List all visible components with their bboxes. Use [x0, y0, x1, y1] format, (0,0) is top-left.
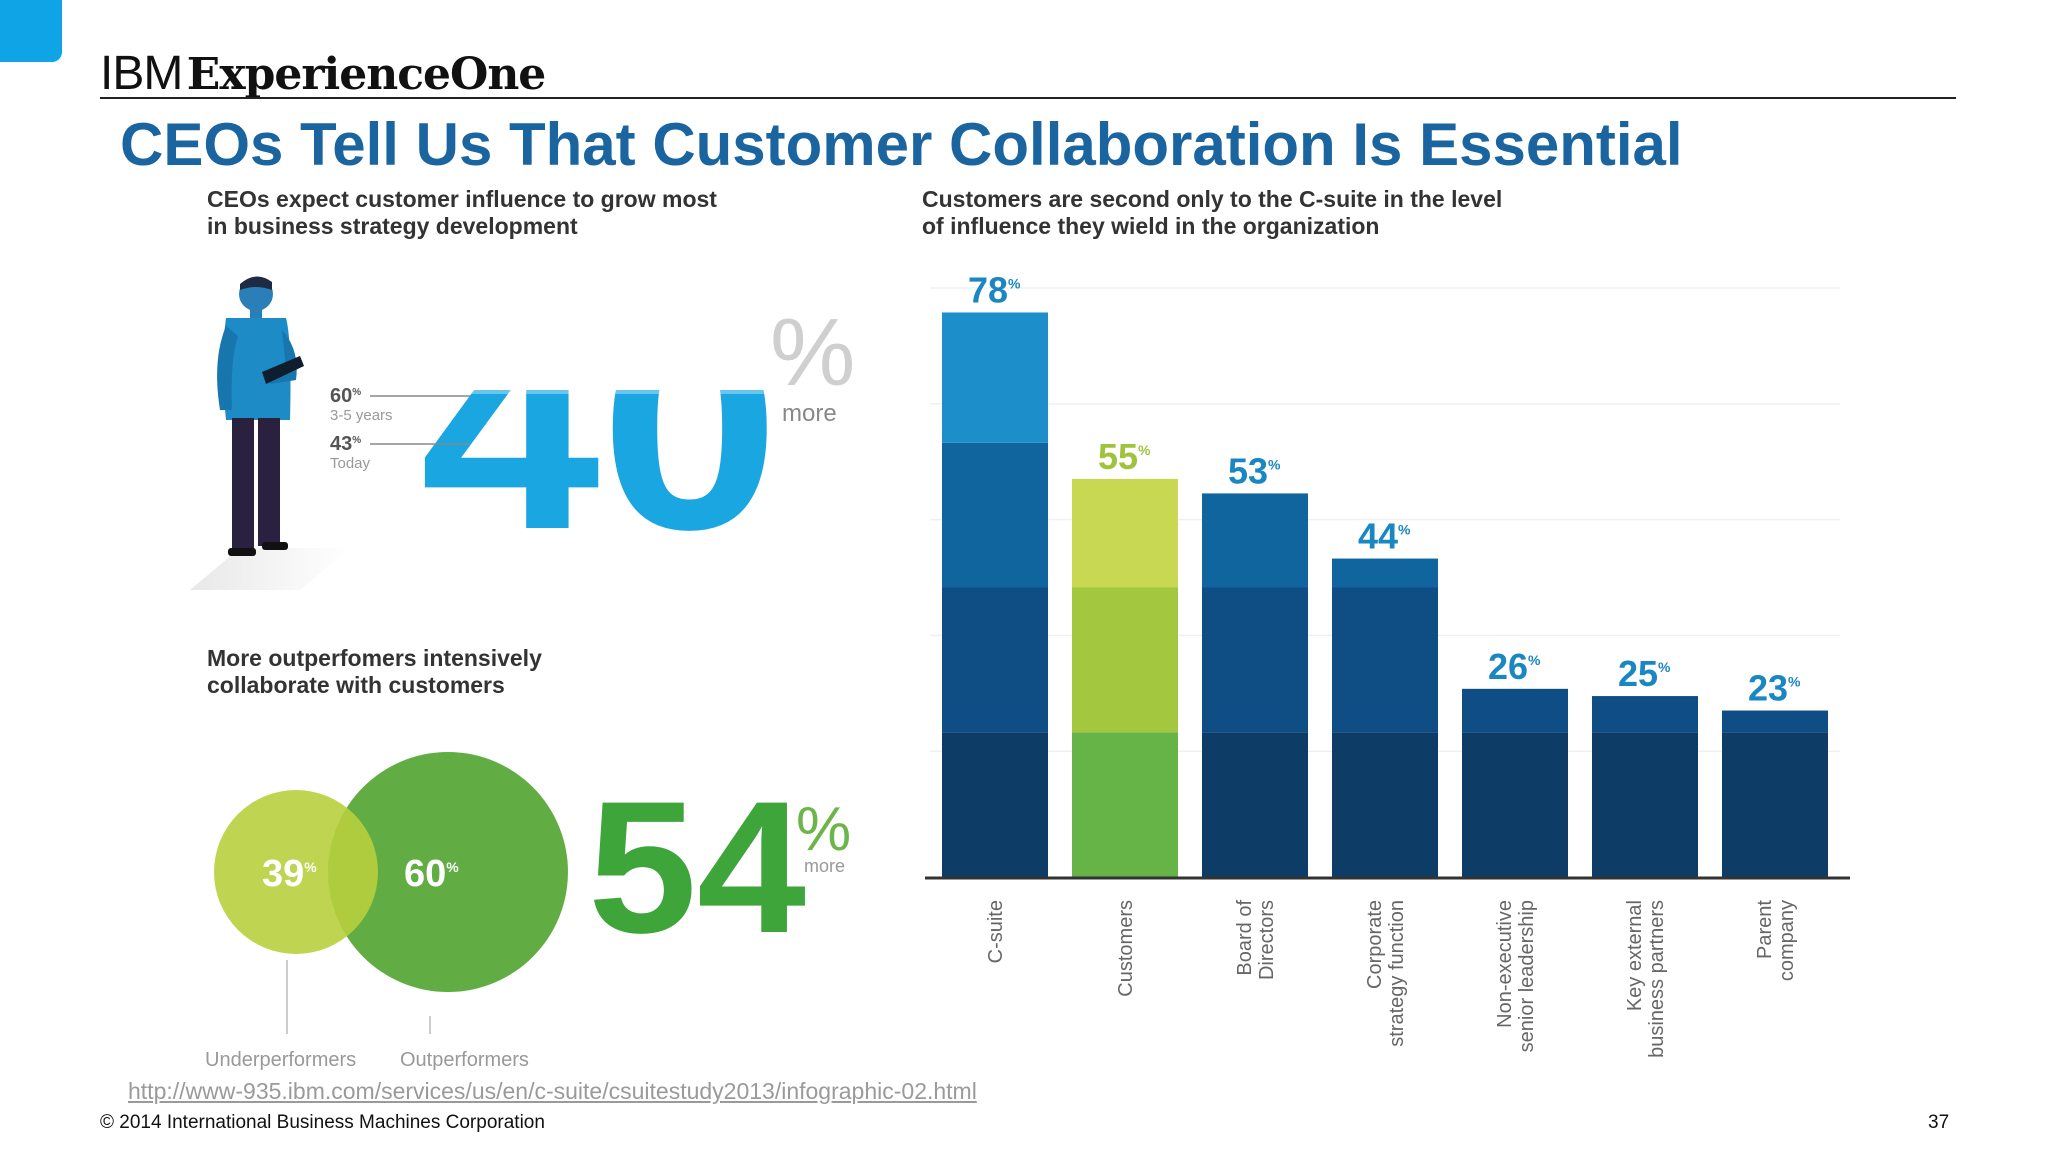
bar-value-label: 23%: [1748, 668, 1801, 709]
left-bottom-panel-title: More outperfomers intensively collaborat…: [207, 645, 542, 699]
forty-percent-figure: 40 40 % more: [420, 0, 855, 590]
person-with-tablet-illustration: [190, 276, 350, 590]
bar-4: [1462, 688, 1568, 877]
marker-future-label: 3-5 years: [330, 407, 393, 424]
svg-text:60%: 60%: [404, 853, 459, 895]
timeline-markers: 60% 3-5 years 43% Today: [330, 385, 470, 472]
chart-title-line2: of influence they wield in the organizat…: [922, 213, 1380, 239]
svg-text:39%: 39%: [262, 853, 317, 895]
chart-gridlines: [930, 287, 1840, 752]
chart-title: Customers are second only to the C-suite…: [922, 186, 1502, 240]
person-leg-right: [258, 418, 280, 546]
logo-product-text: ExperienceOne: [186, 49, 547, 100]
person-shoe-right: [262, 542, 288, 550]
bar-value-label: 25%: [1618, 653, 1671, 694]
left-bottom-title-line2: collaborate with customers: [207, 672, 505, 698]
logo-ibm-text: IBM: [100, 47, 183, 100]
performer-circles: 39% 60% Underperformers Outperformers: [205, 752, 568, 1071]
person-leg-left: [232, 418, 254, 552]
underperformers-circle: [214, 790, 378, 954]
left-top-panel-title: CEOs expect customer influence to grow m…: [207, 186, 717, 240]
bar-segment: [1332, 732, 1438, 877]
tablet-icon: [262, 356, 304, 384]
bar-3: [1332, 558, 1438, 877]
chart-title-line1: Customers are second only to the C-suite…: [922, 186, 1503, 212]
person-neck: [250, 308, 262, 318]
bar-value-label: 44%: [1358, 516, 1411, 557]
category-label: Customers: [1115, 900, 1137, 997]
marker-today-value: 43: [330, 433, 352, 455]
bar-value-label: 26%: [1488, 646, 1541, 687]
svg-text:43%: 43%: [330, 433, 361, 455]
marker-future-percent: %: [352, 387, 361, 398]
bar-segment: [1722, 710, 1828, 733]
left-top-title-line1: CEOs expect customer influence to grow m…: [207, 186, 717, 212]
person-arm-left: [217, 326, 238, 410]
header-divider: [100, 97, 1956, 99]
svg-text:60%: 60%: [330, 385, 361, 407]
chart-value-labels: 78%55%53%44%26% 25%23%: [968, 269, 1801, 708]
big-number-54: 54: [588, 762, 806, 972]
marker-future-value: 60: [330, 385, 352, 407]
underperformers-label: Underperformers: [205, 1049, 356, 1071]
bar-value-label: 55%: [1098, 436, 1151, 477]
big-number-unit: %: [770, 299, 855, 406]
bar-segment: [1202, 587, 1308, 733]
category-label: Parentcompany: [1754, 900, 1798, 982]
bar-segment: [1592, 732, 1698, 877]
person-shadow: [190, 548, 350, 590]
chart-bars: [942, 312, 1828, 877]
marker-today-label: Today: [330, 455, 371, 472]
person-hair: [240, 276, 272, 290]
bar-6: [1722, 710, 1828, 877]
person-shoe-left: [228, 548, 256, 556]
underperformers-percent: %: [304, 859, 317, 875]
brand-square: [0, 0, 62, 62]
page-number: 37: [1928, 1112, 1950, 1133]
underperformers-value: 39: [262, 853, 304, 895]
bar-segment: [1722, 732, 1828, 877]
bar-segment: [1202, 732, 1308, 877]
category-label: Non-executivesenior leadership: [1494, 900, 1538, 1052]
bar-1: [1072, 478, 1178, 877]
copyright-text: © 2014 International Business Machines C…: [100, 1112, 545, 1133]
category-label: Corporatestrategy function: [1364, 900, 1408, 1047]
bar-value-label: 53%: [1228, 450, 1281, 491]
source-link[interactable]: http://www-935.ibm.com/services/us/en/c-…: [128, 1078, 977, 1104]
bar-segment: [1072, 478, 1178, 588]
marker-today-percent: %: [352, 435, 361, 446]
big-number-upper: 40: [420, 0, 780, 62]
bar-segment: [1592, 696, 1698, 733]
big-number-54-unit: %: [796, 795, 851, 864]
big-number-54-suffix: more: [804, 856, 845, 876]
left-infographic: 40 40 % more 60% 3-5 years 43% Today 39%…: [190, 0, 855, 1071]
bar-segment: [1072, 732, 1178, 877]
chart-category-labels: C-suite Customers Board ofDirectors Corpora…: [985, 900, 1798, 1058]
outperformers-circle: [328, 752, 568, 992]
page-title: CEOs Tell Us That Customer Collaboration…: [120, 111, 1683, 178]
left-top-title-line2: in business strategy development: [207, 213, 578, 239]
bar-2: [1202, 493, 1308, 877]
bar-segment: [1462, 688, 1568, 733]
bar-segment: [1202, 493, 1308, 588]
big-number-lower: 40: [420, 266, 780, 590]
ibm-experienceone-logo: IBM ExperienceOne: [100, 46, 547, 101]
outperformers-label: Outperformers: [400, 1049, 529, 1071]
outperformers-percent: %: [446, 859, 459, 875]
outperformers-value: 60: [404, 853, 446, 895]
bar-5: [1592, 696, 1698, 877]
category-label: Key externalbusiness partners: [1624, 900, 1668, 1058]
person-torso: [223, 318, 291, 420]
left-bottom-title-line1: More outperfomers intensively: [207, 645, 542, 671]
big-number-suffix: more: [782, 400, 837, 427]
bar-segment: [1332, 587, 1438, 733]
bar-segment: [1332, 558, 1438, 588]
bar-segment: [1072, 587, 1178, 733]
fifty-four-percent-figure: 54 % more: [588, 762, 851, 972]
category-label: Board ofDirectors: [1234, 900, 1278, 980]
bar-segment: [1462, 732, 1568, 877]
